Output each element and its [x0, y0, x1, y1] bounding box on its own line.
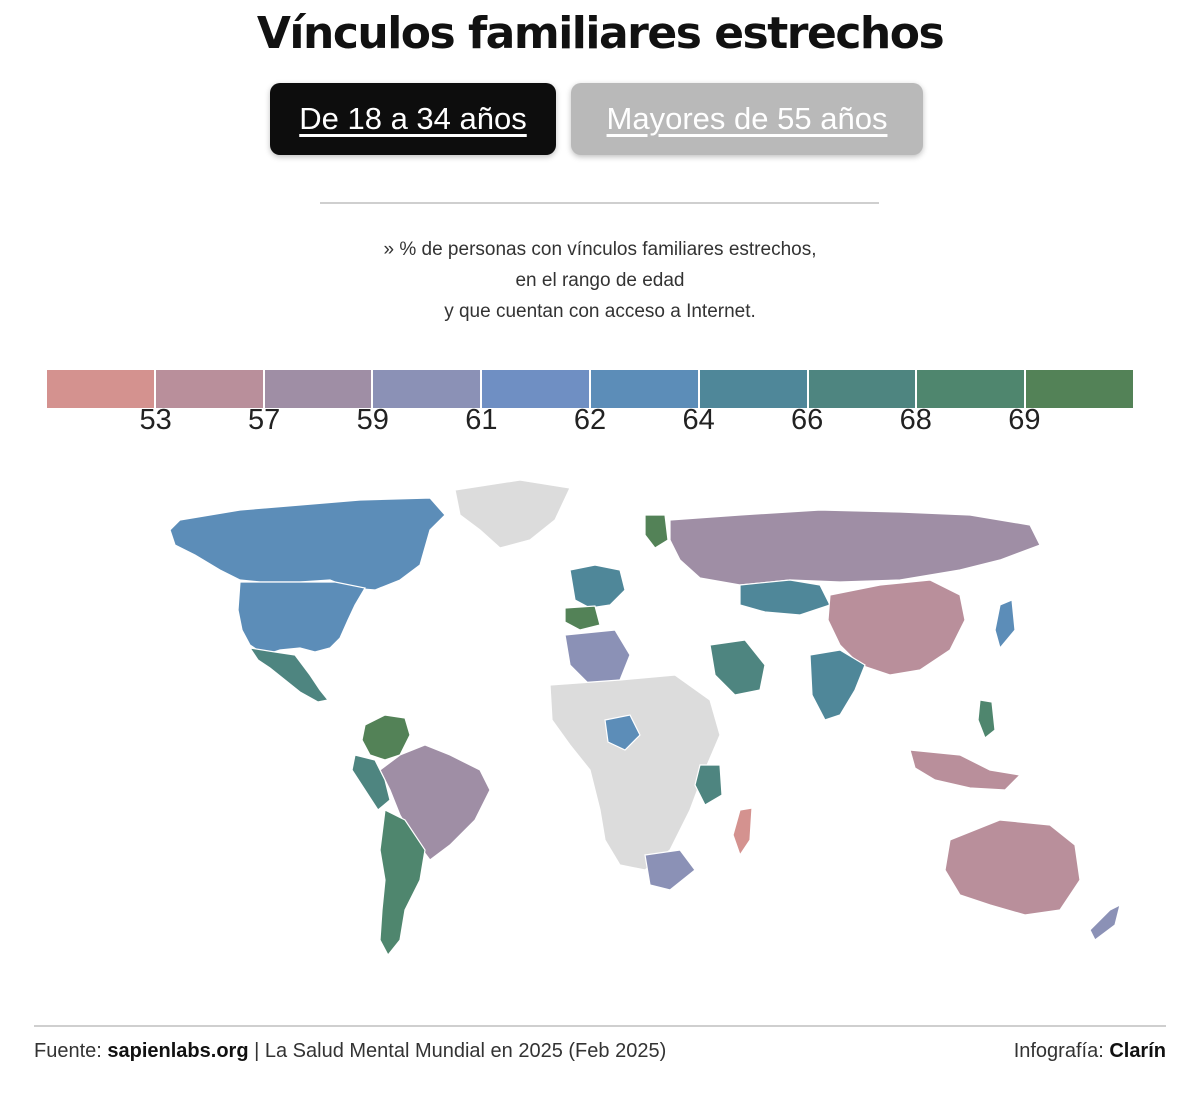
region-japan	[994, 599, 1016, 650]
region-new-zealand	[1089, 903, 1121, 941]
legend-threshold-label: 59	[356, 404, 389, 436]
legend-labels: 53 57 59 61 62 64 66 68 69	[47, 404, 1133, 444]
description-line-2: en el rango de edad	[515, 270, 685, 291]
credit-prefix: Infografía:	[1013, 1040, 1110, 1062]
region-philippines	[977, 699, 996, 739]
footer-divider	[34, 1025, 1166, 1027]
region-argentina-chile	[379, 809, 426, 957]
footer-source: Fuente: sapienlabs.org | La Salud Mental…	[34, 1040, 666, 1063]
description-line-3: y que cuentan con acceso a Internet.	[444, 301, 756, 322]
legend-threshold-label: 64	[682, 404, 715, 436]
legend-swatch	[1026, 370, 1133, 408]
legend-threshold-label: 62	[573, 404, 607, 436]
legend-threshold-label: 61	[465, 404, 498, 436]
legend-swatch	[155, 370, 265, 408]
legend-swatch	[590, 370, 700, 408]
region-canada	[169, 497, 446, 591]
world-map	[169, 479, 1121, 957]
tab-18-34[interactable]: De 18 a 34 años	[270, 83, 556, 155]
region-kazakhstan	[739, 579, 831, 616]
legend-swatch	[808, 370, 918, 408]
credit-name: Clarín	[1109, 1040, 1166, 1062]
legend-threshold-label: 68	[899, 404, 932, 436]
color-legend	[47, 370, 1133, 408]
legend-swatch	[917, 370, 1027, 408]
region-tanzania	[694, 764, 723, 806]
legend-threshold-label: 53	[139, 404, 172, 436]
region-china	[827, 579, 966, 676]
region-mexico	[248, 647, 330, 703]
source-description: | La Salud Mental Mundial en 2025 (Feb 2…	[248, 1040, 667, 1062]
region-africa	[549, 674, 721, 871]
legend-swatch	[373, 370, 483, 408]
source-prefix: Fuente:	[34, 1040, 108, 1062]
legend-swatch	[699, 370, 809, 408]
legend-swatch	[264, 370, 374, 408]
legend-swatch	[482, 370, 591, 408]
region-india	[809, 649, 866, 721]
legend-swatch	[47, 370, 156, 408]
region-western-europe	[569, 564, 626, 609]
region-south-africa	[644, 849, 696, 891]
region-finland	[644, 514, 669, 549]
region-brazil	[379, 744, 491, 861]
region-greenland	[454, 479, 571, 549]
region-southeast-asia	[909, 749, 1022, 791]
tab-55-plus[interactable]: Mayores de 55 años	[571, 83, 923, 155]
region-saudi-arabia	[709, 639, 766, 696]
header-divider	[320, 202, 879, 204]
footer-credit: Infografía: Clarín	[1014, 1040, 1166, 1063]
description-line-1: » % de personas con vínculos familiares …	[383, 239, 817, 260]
legend-threshold-label: 66	[791, 404, 824, 436]
region-australia	[944, 819, 1081, 916]
region-algeria	[564, 629, 631, 686]
legend-threshold-label: 57	[248, 404, 281, 436]
legend-threshold-label: 69	[1008, 404, 1041, 436]
region-usa	[237, 581, 366, 656]
page-title: Vínculos familiares estrechos	[256, 8, 945, 59]
region-spain	[564, 605, 601, 631]
region-madagascar	[732, 807, 753, 857]
region-russia	[669, 509, 1041, 586]
region-peru	[351, 754, 391, 811]
region-nigeria	[604, 714, 641, 751]
map-description: » % de personas con vínculos familiares …	[0, 234, 1200, 327]
source-link[interactable]: sapienlabs.org	[107, 1040, 249, 1062]
